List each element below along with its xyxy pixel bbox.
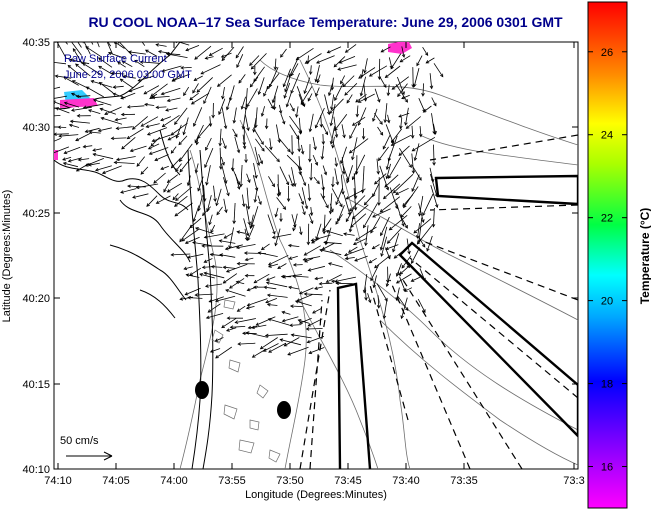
x-tick-label: 73:55 [218,475,246,487]
y-tick-label: 40:10 [22,464,50,476]
bathymetry-contours [179,59,578,469]
y-tick-label: 40:15 [22,379,50,391]
colorbar-tick-label: 26 [601,47,613,59]
x-tick-label: 73:50 [276,475,304,487]
box-south [336,282,372,469]
x-tick-label: 74:05 [102,475,130,487]
y-tick-label: 40:20 [22,293,50,305]
colorbar-tick-label: 20 [601,296,613,308]
x-tick-label: 74:10 [44,475,72,487]
mooring-marker [195,381,209,399]
colorbar [587,1,628,509]
mooring-marker [277,401,291,419]
map-title: RU COOL NOAA–17 Sea Surface Temperature:… [88,14,563,30]
radar-beams [299,134,578,469]
nearshore-contours [211,299,281,463]
box-east [434,174,578,206]
y-tick-label: 40:25 [22,208,50,220]
scale-label: 50 cm/s [60,435,99,447]
colorbar-ticks: 26 24 22 20 18 16 [588,47,627,474]
inset-line-2: June 29, 2006 03:00 GMT [64,69,192,81]
colorbar-label: Temperature (°C) [638,208,651,305]
colorbar-tick-label: 18 [601,379,613,391]
y-axis-label: Latitude (Degrees:Minutes) [1,190,13,323]
current-vectors [54,42,444,359]
colorbar-tick-label: 22 [601,213,613,225]
y-tick-label: 40:30 [22,122,50,134]
box-southeast [398,241,578,438]
y-axis-ticks: 40:35 40:30 40:25 40:20 40:15 40:10 [22,37,578,476]
y-tick-label: 40:35 [22,37,50,49]
x-tick-label: 74:00 [160,475,188,487]
x-axis-ticks: 74:10 74:05 74:00 73:55 73:50 73:45 73:40 73:35… [44,42,585,487]
x-tick-label: 73:40 [392,475,420,487]
map-plot-area [53,41,579,470]
colorbar-tick-label: 24 [601,130,613,142]
radar-boxes [336,174,578,469]
sst-patch-west-magenta [60,98,98,108]
x-tick-label: 73:35 [450,475,478,487]
x-tick-label: 73:45 [334,475,362,487]
x-tick-label: 73:3 [563,475,584,487]
scale-arrow [66,451,113,461]
x-axis-label: Longitude (Degrees:Minutes) [245,489,387,501]
inset-line-1: Raw Surface Current [64,53,167,65]
sst-patch-edge [54,150,58,160]
colorbar-tick-label: 16 [601,462,613,474]
